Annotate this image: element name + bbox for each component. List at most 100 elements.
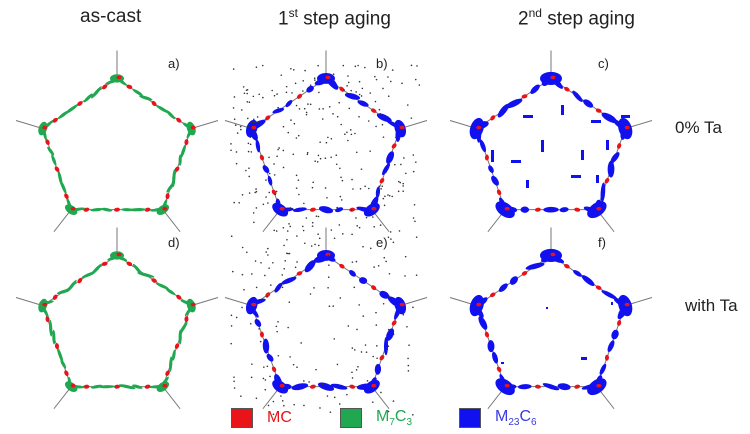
intragranular-rod (546, 307, 548, 309)
fine-precipitate (388, 194, 391, 197)
fine-precipitate (355, 91, 357, 93)
carbide (478, 316, 488, 330)
fine-precipitate (311, 221, 314, 224)
fine-precipitate (333, 338, 336, 340)
fine-precipitate (239, 125, 242, 128)
panel-label-d: d) (168, 235, 180, 250)
fine-precipitate (324, 157, 327, 159)
mc-carbide (251, 125, 257, 130)
fine-precipitate (235, 316, 238, 319)
fine-precipitate (382, 136, 385, 138)
fine-precipitate (351, 377, 354, 379)
fine-precipitate (350, 89, 352, 92)
carbide (49, 319, 53, 337)
fine-precipitate (339, 167, 341, 170)
fine-precipitate (249, 143, 252, 146)
fine-precipitate (387, 95, 390, 98)
fine-precipitate (414, 220, 416, 223)
fine-precipitate (381, 123, 384, 126)
fine-precipitate (326, 395, 329, 397)
fine-precipitate (247, 150, 250, 153)
carbide (530, 84, 540, 94)
fine-precipitate (324, 187, 327, 189)
mc-carbide (550, 75, 556, 80)
fine-precipitate (387, 76, 389, 78)
fine-precipitate (343, 89, 345, 91)
fine-precipitate (253, 132, 256, 135)
fine-precipitate (246, 101, 249, 103)
fine-precipitate (267, 202, 269, 204)
fine-precipitate (344, 133, 346, 135)
fine-precipitate (369, 92, 372, 94)
fine-precipitate (365, 216, 368, 219)
carbide (492, 351, 499, 364)
fine-precipitate (358, 304, 360, 306)
fine-precipitate (317, 215, 320, 218)
fine-precipitate (355, 260, 358, 263)
fine-precipitate (266, 296, 268, 298)
fine-precipitate (358, 115, 360, 118)
fine-precipitate (347, 139, 349, 142)
fine-precipitate (388, 295, 390, 297)
carbide (155, 282, 169, 290)
fine-precipitate (297, 134, 300, 137)
carbide (274, 282, 283, 293)
carbide (386, 328, 395, 341)
carbide (607, 160, 615, 178)
fine-precipitate (308, 381, 310, 383)
mc-carbide (251, 302, 257, 307)
mc-carbide (574, 207, 581, 212)
legend-label-mc: MC (267, 409, 292, 426)
fine-precipitate (351, 261, 354, 263)
fine-precipitate (254, 191, 256, 194)
fine-precipitate (387, 194, 389, 196)
mc-carbide (70, 206, 76, 211)
fine-precipitate (235, 151, 238, 153)
fine-precipitate (349, 129, 352, 131)
panel-label-c: c) (598, 56, 609, 71)
carbide (383, 337, 389, 356)
fine-precipitate (330, 156, 332, 159)
fine-precipitate (375, 364, 378, 367)
mc-carbide (595, 285, 602, 290)
fine-precipitate (383, 204, 386, 207)
fine-precipitate (277, 106, 279, 109)
fine-precipitate (255, 66, 258, 69)
fine-precipitate (309, 293, 312, 295)
mc-carbide (596, 383, 602, 388)
legend-item-m23c6: M23C6 (459, 408, 537, 428)
fine-precipitate (284, 260, 287, 262)
carbide (255, 139, 261, 153)
carbide (357, 100, 369, 107)
fine-precipitate (353, 349, 356, 351)
legend-swatch-mc (231, 408, 253, 428)
carbide (137, 272, 155, 278)
fine-precipitate (233, 96, 236, 98)
fine-precipitate (277, 321, 279, 323)
fine-precipitate (305, 113, 308, 116)
fine-precipitate (330, 137, 333, 140)
fine-precipitate (281, 274, 284, 276)
mc-carbide (70, 383, 76, 388)
fine-precipitate (348, 107, 351, 110)
fine-precipitate (251, 363, 253, 365)
mc-carbide (176, 294, 182, 300)
carbide (581, 275, 595, 286)
carbide (359, 277, 368, 284)
carbide (281, 276, 297, 285)
fine-precipitate (364, 344, 367, 346)
mc-carbide (325, 252, 331, 257)
panel-e (224, 227, 428, 416)
fine-precipitate (418, 84, 421, 86)
fine-precipitate (282, 125, 285, 128)
carbide (583, 99, 594, 108)
carbide (178, 329, 182, 345)
legend-label-m23c6: M23C6 (495, 408, 537, 429)
mc-carbide (144, 207, 151, 212)
mc-carbide (126, 84, 133, 89)
fine-precipitate (233, 201, 235, 204)
fine-precipitate (282, 149, 285, 152)
carbide (166, 181, 176, 193)
fine-precipitate (232, 107, 235, 109)
fine-precipitate (241, 306, 243, 309)
